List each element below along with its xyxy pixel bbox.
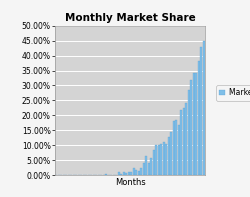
Bar xyxy=(202,41,205,175)
Bar xyxy=(192,73,195,175)
Bar xyxy=(195,73,198,175)
Bar xyxy=(148,163,150,175)
Bar xyxy=(135,170,138,175)
Bar xyxy=(152,150,155,175)
Bar xyxy=(168,137,170,175)
X-axis label: Months: Months xyxy=(114,178,146,187)
Bar xyxy=(200,47,202,175)
Bar xyxy=(178,125,180,175)
Bar xyxy=(180,110,182,175)
Bar xyxy=(185,103,188,175)
Bar xyxy=(130,172,132,175)
Bar xyxy=(155,145,158,175)
Bar xyxy=(122,172,125,175)
Bar xyxy=(160,144,162,175)
Bar xyxy=(150,158,152,175)
Bar xyxy=(190,80,192,175)
Bar xyxy=(145,156,148,175)
Bar xyxy=(140,168,142,175)
Bar xyxy=(182,108,185,175)
Bar xyxy=(128,172,130,175)
Bar xyxy=(118,172,120,175)
Bar xyxy=(125,173,128,175)
Bar xyxy=(162,142,165,175)
Bar xyxy=(188,90,190,175)
Bar xyxy=(198,61,200,175)
Legend: Market Share: Market Share xyxy=(216,85,250,100)
Bar xyxy=(105,174,108,175)
Bar xyxy=(120,174,122,175)
Bar xyxy=(175,120,178,175)
Bar xyxy=(165,144,168,175)
Bar xyxy=(142,163,145,175)
Bar xyxy=(158,145,160,175)
Bar xyxy=(138,171,140,175)
Bar xyxy=(132,168,135,175)
Bar xyxy=(170,132,172,175)
Title: Monthly Market Share: Monthly Market Share xyxy=(64,13,196,23)
Bar xyxy=(172,121,175,175)
